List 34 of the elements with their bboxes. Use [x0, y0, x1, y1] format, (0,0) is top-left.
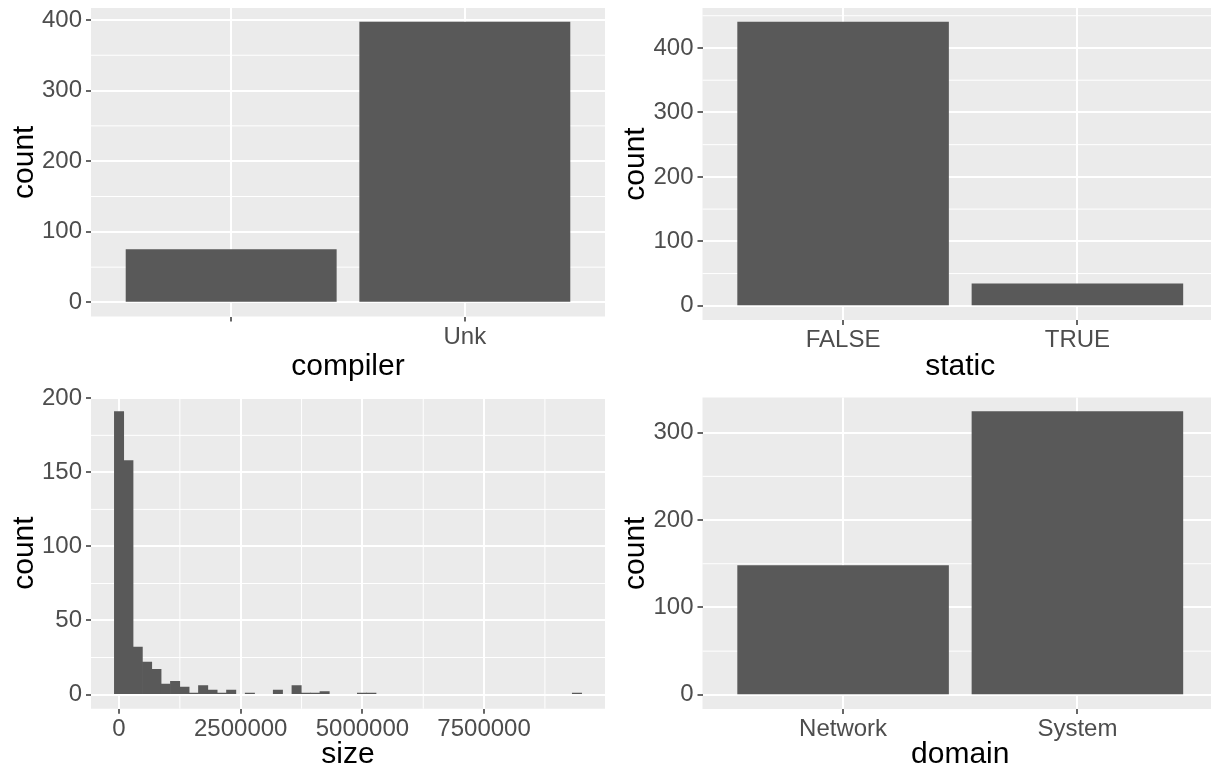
x-axis-title: domain	[911, 736, 1010, 770]
y-tick-label: 150	[41, 457, 82, 484]
y-tick-label: 100	[41, 531, 82, 559]
y-axis-title: count	[617, 515, 651, 590]
x-tick-label: 2500000	[194, 713, 288, 741]
x-tick-label: 0	[112, 713, 126, 741]
x-tick-label: Unk	[443, 321, 488, 349]
y-tick-label: 300	[653, 97, 694, 125]
y-tick-label: 50	[55, 605, 82, 633]
y-tick-label: 200	[653, 504, 694, 532]
y-tick-label: 0	[68, 287, 82, 315]
y-axis-title: count	[6, 515, 40, 590]
y-axis-title: count	[6, 124, 40, 199]
x-tick-label: TRUE	[1044, 325, 1111, 353]
y-tick-label: 300	[41, 75, 82, 103]
y-tick-label: 0	[680, 290, 694, 318]
y-tick-label: 400	[41, 4, 82, 32]
x-tick-label: System	[1037, 714, 1118, 742]
x-tick-label: FALSE	[805, 325, 881, 353]
y-axis-title: count	[617, 126, 651, 201]
y-tick-label: 200	[653, 161, 694, 189]
x-tick-label: Network	[799, 714, 889, 742]
y-tick-label: 100	[41, 216, 82, 244]
y-tick-label: 300	[653, 417, 694, 445]
y-tick-label: 0	[68, 679, 82, 707]
y-tick-label: 0	[680, 679, 694, 707]
y-tick-label: 400	[653, 32, 694, 60]
x-axis-title: compiler	[291, 348, 405, 382]
y-tick-label: 100	[653, 592, 694, 620]
y-tick-label: 100	[653, 225, 694, 253]
x-axis-title: static	[925, 348, 996, 382]
y-tick-label: 200	[41, 145, 82, 173]
x-tick-label: 7500000	[437, 713, 531, 741]
y-tick-label: 200	[41, 382, 82, 410]
